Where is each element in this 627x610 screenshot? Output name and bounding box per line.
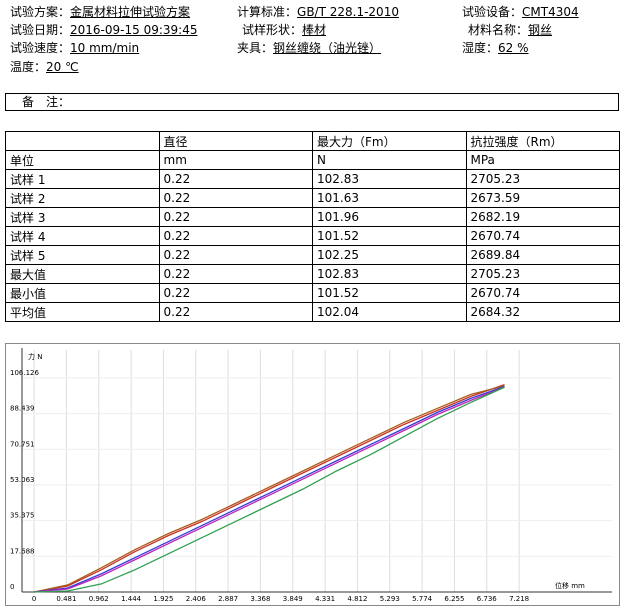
field-label: 试验日期： (10, 23, 71, 37)
field-value: CMT4304 (522, 5, 579, 19)
header-field: 夹具：钢丝缠绕（油光锉） (237, 39, 381, 56)
table-row: 试样 4 0.22 101.52 2670.74 (5, 226, 620, 246)
x-tick-label: 3.368 (250, 595, 270, 603)
header-field: 试验方案：金属材料拉伸试验方案 (10, 3, 190, 20)
field-value: 钢丝 (528, 23, 553, 37)
field-label: 温度： (10, 60, 47, 74)
x-tick-label: 0 (32, 595, 36, 603)
table-cell: 最大值 (5, 264, 160, 284)
field-value: 62 % (498, 41, 529, 55)
header-field: 温度：20 ℃ (10, 58, 79, 75)
field-value: 棒材 (302, 23, 327, 37)
header-field: 计算标准：GB/T 228.1-2010 (237, 3, 399, 20)
field-value: 10 mm/min (70, 41, 140, 55)
table-cell: 0.22 (158, 226, 313, 246)
table-cell: 101.63 (312, 188, 467, 208)
field-label: 夹具： (237, 41, 274, 55)
y-axis-label: 力 N (28, 352, 42, 361)
data-line (33, 384, 505, 593)
table-row: 单位 mm N MPa (5, 150, 620, 170)
table-cell: 102.83 (312, 169, 467, 189)
chart-frame (5, 343, 620, 606)
field-label: 材料名称： (468, 23, 529, 37)
header-field: 试验速度：10 mm/min (10, 39, 139, 56)
y-tick-label: 106.126 (10, 369, 39, 377)
table-row: 试样 3 0.22 101.96 2682.19 (5, 207, 620, 227)
x-tick-label: 1.444 (121, 595, 142, 603)
table-cell: 2705.23 (465, 264, 620, 284)
header-field: 湿度：62 % (462, 39, 529, 56)
data-line (34, 385, 505, 593)
field-label: 试验速度： (10, 41, 71, 55)
x-tick-label: 6.255 (444, 595, 464, 603)
x-tick-label: 0.481 (56, 595, 76, 603)
field-label: 试样形状： (242, 23, 303, 37)
table-cell: 平均值 (5, 302, 160, 322)
field-value: GB/T 228.1-2010 (297, 5, 399, 19)
x-tick-label: 6.736 (477, 595, 498, 603)
field-value: 20 ℃ (46, 60, 79, 74)
table-row: 试样 1 0.22 102.83 2705.23 (5, 169, 620, 189)
field-label: 湿度： (462, 41, 499, 55)
x-tick-label: 7.218 (509, 595, 529, 603)
header-field: 试验日期：2016-09-15 09:39:45 (10, 21, 197, 38)
x-axis-label: 位移 mm (555, 581, 585, 590)
table-cell: 101.52 (312, 283, 467, 303)
table-cell: 2670.74 (465, 226, 620, 246)
x-tick-label: 4.331 (315, 595, 335, 603)
table-row: 试样 5 0.22 102.25 2689.84 (5, 245, 620, 265)
field-value: 金属材料拉伸试验方案 (70, 5, 191, 19)
data-line (34, 386, 505, 593)
data-line (33, 385, 505, 593)
header-field: 试样形状：棒材 (242, 21, 326, 38)
table-cell: 2682.19 (465, 207, 620, 227)
table-row: 平均值 0.22 102.04 2684.32 (5, 302, 620, 322)
remark: 备 注： (5, 93, 619, 111)
y-tick-label: 0 (10, 583, 14, 591)
table-cell: 0.22 (158, 264, 313, 284)
x-tick-label: 2.406 (186, 595, 207, 603)
table-cell: 2684.32 (465, 302, 620, 322)
x-tick-label: 2.887 (218, 595, 238, 603)
header-field: 试验设备：CMT4304 (462, 3, 579, 20)
result-table: 直径 最大力（Fm） 抗拉强度（Rm） 单位 mm N MPa 试样 1 0.22 102.83 2… (5, 131, 620, 322)
header-field: 材料名称：钢丝 (468, 21, 552, 38)
x-tick-label: 4.812 (347, 595, 367, 603)
field-label: 试验设备： (462, 5, 523, 19)
field-label: 试验方案： (10, 5, 71, 19)
remark-label: 备 注： (22, 95, 71, 109)
x-tick-label: 5.293 (380, 595, 400, 603)
table-cell: 0.22 (158, 283, 313, 303)
table-cell: 0.22 (158, 169, 313, 189)
x-tick-label: 0.962 (89, 595, 109, 603)
x-tick-label: 3.849 (283, 595, 303, 603)
table-cell: 0.22 (158, 302, 313, 322)
table-cell: 102.04 (312, 302, 467, 322)
field-value: 钢丝缠绕（油光锉） (273, 41, 382, 55)
field-label: 计算标准： (237, 5, 298, 19)
table-cell: 102.25 (312, 245, 467, 265)
x-tick-label: 5.774 (412, 595, 433, 603)
table-cell: 2705.23 (465, 169, 620, 189)
data-line (34, 386, 505, 593)
x-tick-label: 1.925 (153, 595, 173, 603)
field-value: 2016-09-15 09:39:45 (70, 23, 198, 37)
